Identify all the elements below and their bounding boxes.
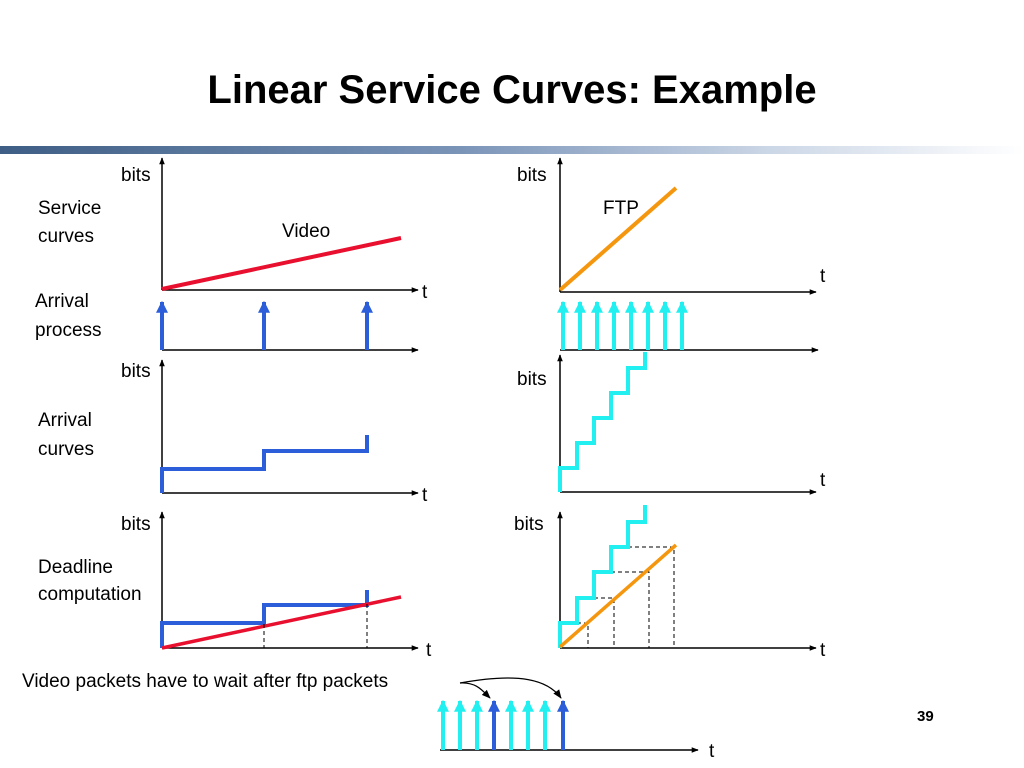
caption-text: Video packets have to wait after ftp pac… <box>22 671 388 692</box>
deadline-computation-label-line2: computation <box>38 584 142 605</box>
bits-axis-label: bits <box>121 361 151 382</box>
bits-axis-label: bits <box>121 514 151 535</box>
deadline-computation-label-line1: Deadline <box>38 557 113 578</box>
arrival-process-label-line1: Arrival <box>35 291 89 312</box>
ftp-arrival-curve-panel: bits t <box>517 352 826 495</box>
video-service-curve <box>161 595 402 650</box>
video-service-curve-panel: bits t Video <box>121 157 428 303</box>
video-arrival-staircase <box>160 435 369 493</box>
ftp-service-curve <box>558 186 678 292</box>
bits-axis-label: bits <box>517 369 547 390</box>
caption-pointer-arrow <box>459 677 562 699</box>
service-curves-label-line1: Service <box>38 198 101 219</box>
ftp-deadline-panel: bits t <box>514 505 826 661</box>
page-number: 39 <box>917 708 934 725</box>
bits-axis-label: bits <box>514 514 544 535</box>
t-axis-label: t <box>820 470 826 491</box>
service-curves-label-line2: curves <box>38 226 94 247</box>
title-divider <box>0 146 1024 154</box>
video-arrival-curve-panel: bits t <box>121 359 428 506</box>
ftp-arrival-staircase <box>558 505 647 648</box>
t-axis-label: t <box>422 282 428 303</box>
ftp-service-curve <box>558 543 678 649</box>
caption-pointer-arrow <box>459 682 491 699</box>
ftp-arrival-staircase <box>558 352 647 492</box>
t-axis-label: t <box>820 640 826 661</box>
merged-packet-sequence: t <box>437 699 715 762</box>
arrival-curves-label-line2: curves <box>38 439 94 460</box>
video-deadline-panel: bits t <box>121 511 432 661</box>
arrival-process-label-line2: process <box>35 320 102 341</box>
t-axis-label: t <box>709 741 715 762</box>
arrival-curves-label-line1: Arrival <box>38 410 92 431</box>
ftp-arrival-process-panel <box>557 300 819 353</box>
video-curve-label: Video <box>282 221 330 242</box>
bits-axis-label: bits <box>121 165 151 186</box>
video-arrival-process-panel <box>156 300 419 353</box>
t-axis-label: t <box>820 266 826 287</box>
ftp-service-curve-panel: bits t FTP <box>517 157 826 295</box>
t-axis-label: t <box>422 485 428 506</box>
slide-title: Linear Service Curves: Example <box>207 68 817 112</box>
video-service-curve <box>161 236 402 291</box>
t-axis-label: t <box>426 640 432 661</box>
bits-axis-label: bits <box>517 165 547 186</box>
ftp-curve-label: FTP <box>603 198 639 219</box>
